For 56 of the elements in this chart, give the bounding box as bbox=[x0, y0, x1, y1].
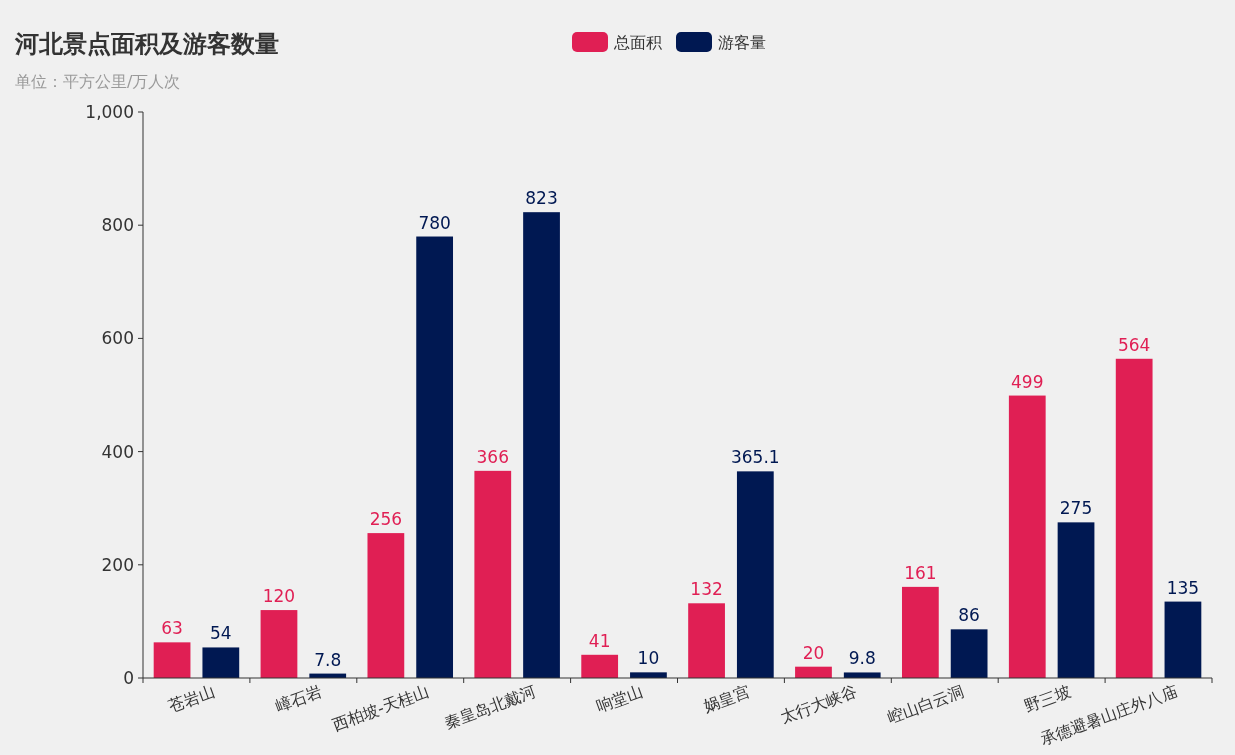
bar bbox=[260, 610, 298, 678]
x-tick-label: 娲皇宫 bbox=[700, 681, 753, 717]
y-tick-label: 1,000 bbox=[85, 102, 134, 122]
data-label: 365.1 bbox=[730, 447, 780, 468]
data-label: 256 bbox=[369, 509, 403, 530]
data-label: 135 bbox=[1166, 577, 1200, 598]
bar bbox=[1115, 358, 1153, 678]
bar bbox=[688, 603, 725, 678]
bar bbox=[367, 533, 405, 678]
data-label: 120 bbox=[262, 586, 296, 607]
y-tick-label: 600 bbox=[101, 328, 134, 349]
data-label: 161 bbox=[904, 562, 937, 583]
bar bbox=[1008, 395, 1046, 678]
bar bbox=[153, 642, 191, 678]
legend-label: 总面积 bbox=[613, 33, 662, 52]
x-tick-label: 响堂山 bbox=[593, 681, 646, 717]
data-label: 564 bbox=[1117, 334, 1151, 355]
data-label: 86 bbox=[958, 605, 980, 626]
data-label: 823 bbox=[525, 188, 558, 209]
y-tick-label: 0 bbox=[123, 668, 134, 688]
bar bbox=[1057, 522, 1095, 678]
y-tick-label: 400 bbox=[101, 441, 134, 462]
chart-subtitle: 单位：平方公里/万人次 bbox=[15, 72, 181, 91]
data-label: 132 bbox=[690, 579, 723, 600]
chart-title: 河北景点面积及游客数量 bbox=[14, 30, 279, 58]
x-tick-label: 太行大峡谷 bbox=[777, 681, 860, 728]
y-tick-label: 800 bbox=[101, 215, 134, 236]
data-label: 54 bbox=[210, 623, 232, 644]
bar bbox=[474, 470, 512, 678]
data-label: 10 bbox=[637, 648, 660, 669]
data-label: 499 bbox=[1011, 371, 1044, 392]
bar bbox=[736, 471, 774, 678]
y-tick-label: 200 bbox=[101, 554, 134, 575]
x-tick-label: 野三坡 bbox=[1021, 681, 1074, 717]
data-label: 41 bbox=[588, 630, 611, 651]
data-label: 7.8 bbox=[314, 649, 342, 670]
bar bbox=[950, 629, 988, 678]
bar bbox=[202, 647, 240, 678]
bar bbox=[581, 654, 619, 678]
bar bbox=[843, 672, 881, 678]
x-tick-label: 西柏坡-天桂山 bbox=[329, 681, 432, 735]
x-tick-label: 苍岩山 bbox=[166, 681, 218, 717]
bar bbox=[523, 212, 560, 678]
data-label: 275 bbox=[1059, 498, 1093, 519]
data-label: 366 bbox=[476, 446, 509, 467]
legend-label: 游客量 bbox=[718, 33, 766, 52]
data-label: 780 bbox=[418, 212, 451, 233]
bar bbox=[416, 236, 454, 678]
x-tick-label: 崆山白云洞 bbox=[884, 681, 967, 728]
x-tick-label: 秦皇岛北戴河 bbox=[441, 681, 539, 733]
data-label: 9.8 bbox=[848, 648, 876, 669]
x-tick-label: 嶂石岩 bbox=[273, 681, 325, 717]
data-label: 20 bbox=[802, 642, 825, 663]
bar bbox=[1164, 601, 1202, 678]
bar bbox=[901, 586, 939, 678]
data-label: 63 bbox=[161, 618, 183, 639]
